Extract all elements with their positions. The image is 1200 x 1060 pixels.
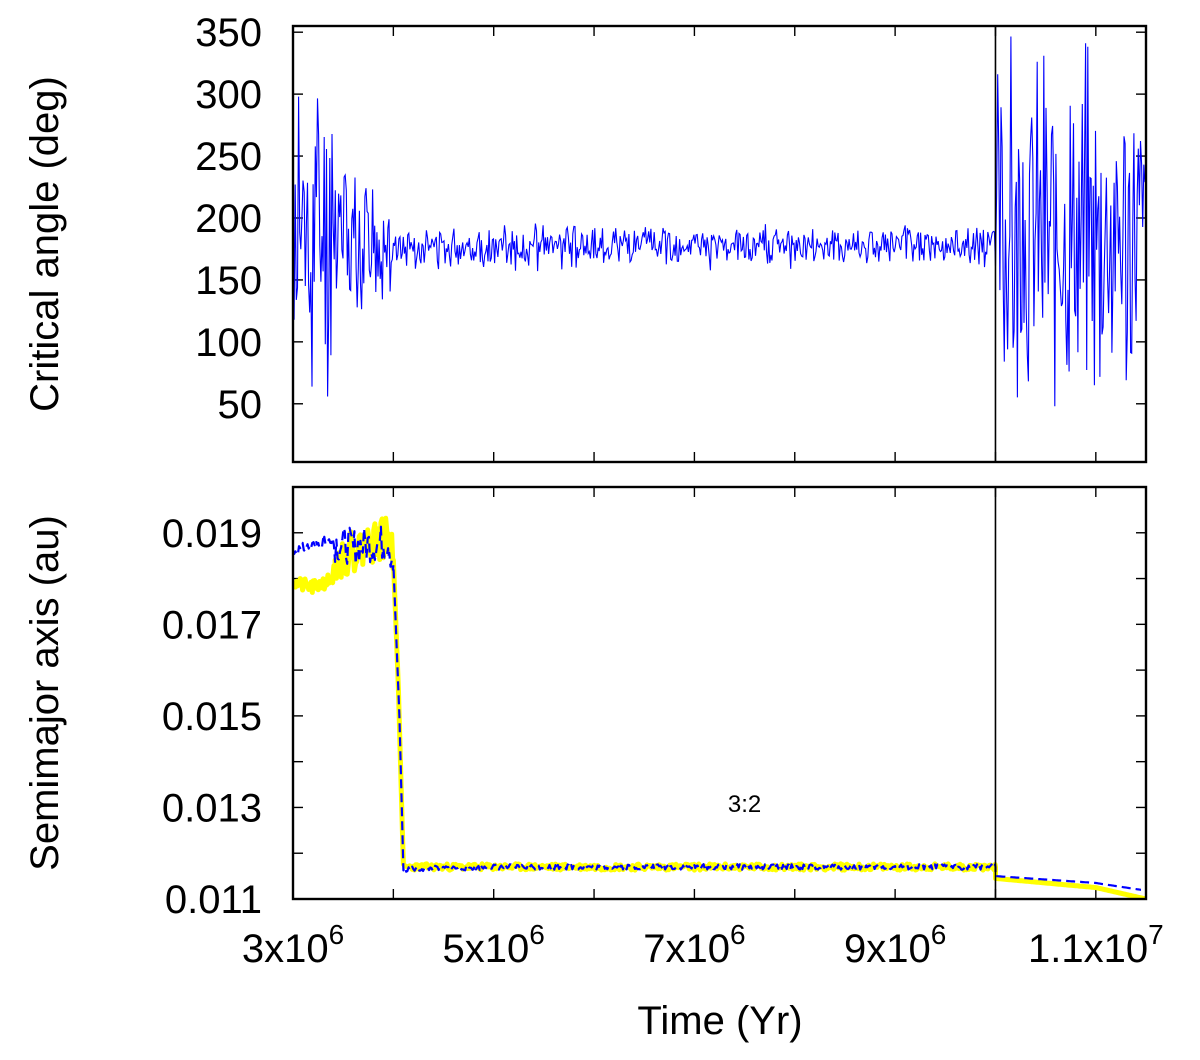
critical-angle-panel: 50 100 150 200 250 300 350 Critical angle (deg…	[23, 11, 1148, 464]
x-tick-label: 5x106	[443, 919, 545, 971]
y-tick-label: 0.011	[165, 878, 262, 922]
bottom-panel-y-tick-labels: 0.011 0.013 0.015 0.017 0.019	[162, 512, 262, 922]
y-tick-label: 0.015	[162, 695, 262, 739]
x-tick-label: 1.1x107	[1028, 919, 1164, 971]
resonance-annotation: 3:2	[728, 791, 761, 818]
x-tick-label: 9x106	[844, 919, 946, 971]
critical-angle-line	[293, 36, 1146, 407]
semimajor-axis-series	[293, 515, 1146, 899]
semimajor-axis-blue-dashed-line	[293, 525, 1142, 891]
x-tick-label: 3x106	[242, 919, 344, 971]
top-panel-y-tick-labels: 50 100 150 200 250 300 350	[195, 11, 262, 427]
y-tick-label: 0.019	[162, 512, 262, 556]
y-tick-label: 350	[195, 11, 262, 55]
x-axis-title: Time (Yr)	[637, 999, 802, 1043]
bottom-panel-ticks	[292, 487, 1146, 900]
bottom-panel-y-axis-title: Semimajor axis (au)	[23, 515, 67, 871]
y-tick-label: 0.017	[162, 603, 262, 647]
critical-angle-series	[293, 36, 1146, 407]
y-tick-label: 50	[218, 383, 263, 427]
bottom-panel-frame	[291, 485, 1148, 901]
y-tick-label: 100	[195, 321, 262, 365]
semimajor-axis-yellow-line	[293, 515, 1146, 899]
x-tick-label: 7x106	[643, 919, 745, 971]
top-panel-frame	[291, 24, 1148, 464]
y-tick-label: 200	[195, 197, 262, 241]
y-tick-label: 250	[195, 135, 262, 179]
bottom-panel-x-tick-labels: 3x106 5x106 7x106 9x106 1.1x107	[242, 919, 1164, 971]
top-panel-y-axis-title: Critical angle (deg)	[23, 76, 67, 412]
semimajor-axis-panel: 0.011 0.013 0.015 0.017 0.019 3x106 5x106 7x10…	[23, 485, 1164, 1043]
y-tick-label: 0.013	[162, 786, 262, 830]
y-tick-label: 150	[195, 259, 262, 303]
y-tick-label: 300	[195, 73, 262, 117]
